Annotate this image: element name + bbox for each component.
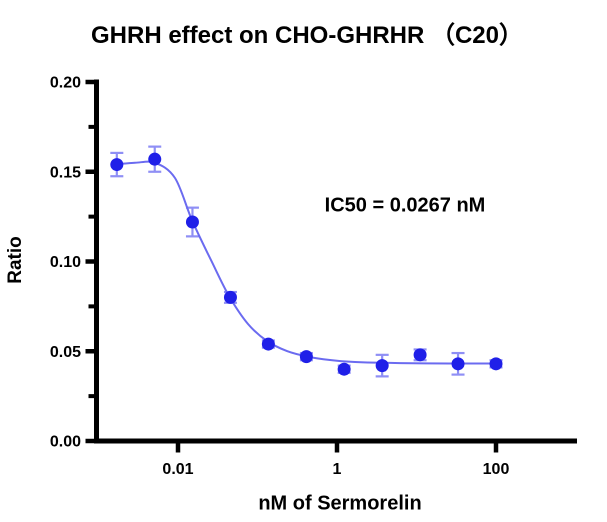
y-tick-label: 0.10 <box>50 254 81 271</box>
fit-curve <box>112 160 495 365</box>
y-tick-label: 0.00 <box>50 434 81 451</box>
y-tick-label: 0.15 <box>50 164 81 181</box>
chart-title: GHRH effect on CHO-GHRHR （C20） <box>90 22 524 49</box>
x-tick-label: 1 <box>333 461 342 478</box>
y-tick-label: 0.20 <box>50 75 81 92</box>
data-point-marker <box>451 357 465 371</box>
data-point-marker <box>299 350 313 364</box>
data-point-marker <box>223 290 237 304</box>
data-point-marker <box>110 158 124 172</box>
data-point-marker <box>413 348 427 362</box>
x-axis-label: nM of Sermorelin <box>258 492 422 515</box>
data-point-marker <box>375 359 389 373</box>
x-tick-label: 0.01 <box>162 461 193 478</box>
data-point-marker <box>148 152 162 166</box>
y-axis-label: Ratio <box>5 236 26 284</box>
x-tick-label: 100 <box>483 461 510 478</box>
data-point-marker <box>185 215 199 229</box>
data-point-marker <box>489 357 503 371</box>
data-point-marker <box>337 362 351 376</box>
ic50-annotation: IC50 = 0.0267 nM <box>324 194 486 217</box>
data-point-marker <box>261 337 275 351</box>
y-tick-label: 0.05 <box>50 344 81 361</box>
